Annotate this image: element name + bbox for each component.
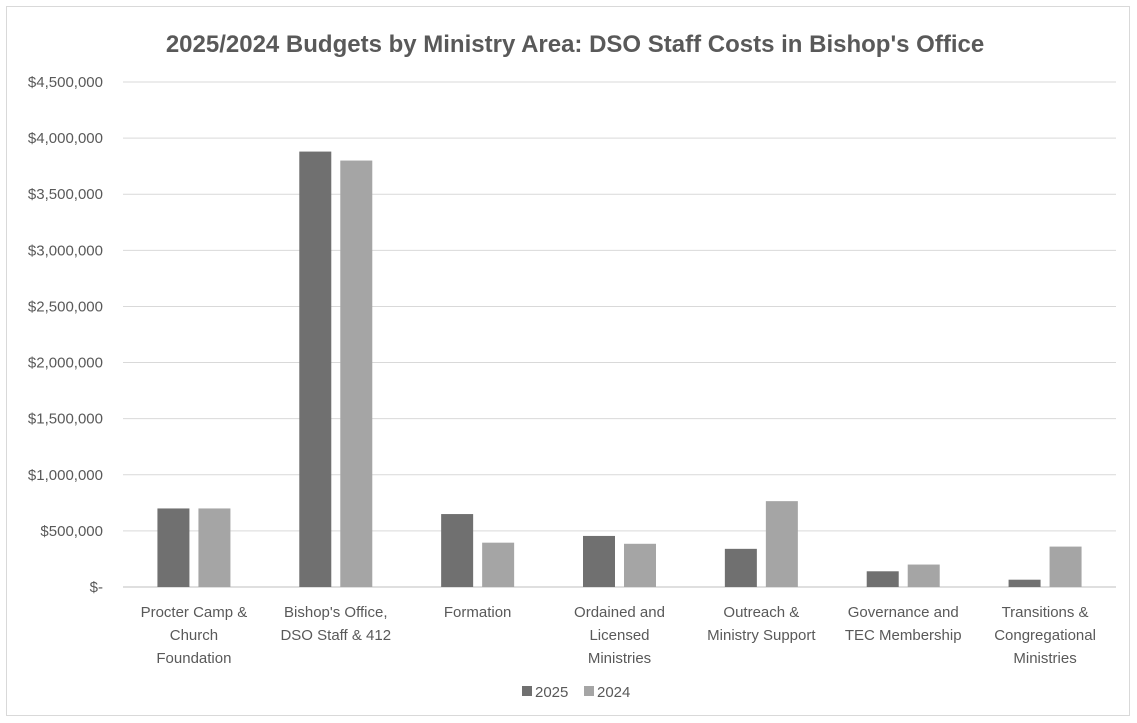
y-tick-label: $500,000	[40, 523, 103, 540]
y-tick-label: $2,500,000	[28, 298, 103, 315]
x-tick-label: Governance and	[848, 604, 959, 621]
bar-2025	[157, 508, 190, 587]
y-tick-label: $3,000,000	[28, 242, 103, 259]
legend-label: 2025	[535, 684, 568, 701]
x-tick-label: Foundation	[156, 650, 231, 667]
x-tick-label: Ministries	[588, 650, 651, 667]
bar-2024	[907, 564, 940, 587]
legend-swatch-2024	[584, 686, 594, 696]
legend-swatch-2025	[522, 686, 532, 696]
bar-2025	[724, 548, 757, 587]
x-tick-label: TEC Membership	[845, 627, 962, 644]
chart-frame	[6, 6, 1130, 716]
bar-2024	[624, 543, 656, 587]
y-tick-label: $3,500,000	[28, 186, 103, 203]
x-tick-label: Outreach &	[723, 604, 799, 621]
bar-2025	[583, 535, 615, 587]
bar-2025	[441, 514, 474, 587]
x-tick-label: Bishop's Office,	[284, 604, 387, 621]
y-tick-label: $1,500,000	[28, 411, 103, 428]
bar-2024	[765, 501, 798, 587]
y-tick-label: $-	[90, 579, 103, 596]
bar-2025	[1008, 579, 1041, 587]
x-tick-label: Ordained and	[574, 604, 665, 621]
chart-title: 2025/2024 Budgets by Ministry Area: DSO …	[166, 31, 984, 58]
x-tick-label: Ministry Support	[707, 627, 816, 644]
x-tick-label: Ministries	[1013, 650, 1076, 667]
y-tick-label: $4,500,000	[28, 74, 103, 91]
bar-2025	[866, 571, 899, 587]
x-tick-label: Procter Camp &	[141, 604, 248, 621]
x-tick-label: Transitions &	[1002, 604, 1089, 621]
x-tick-label: Congregational	[994, 627, 1096, 644]
x-tick-label: DSO Staff & 412	[280, 627, 391, 644]
x-tick-label: Licensed	[589, 627, 649, 644]
x-tick-label: Formation	[444, 604, 512, 621]
y-tick-label: $4,000,000	[28, 130, 103, 147]
y-tick-label: $2,000,000	[28, 355, 103, 372]
bar-2024	[198, 508, 231, 587]
bar-2025	[299, 151, 332, 588]
bar-2024	[1049, 546, 1082, 587]
bar-2024	[482, 542, 515, 587]
bar-2024	[340, 160, 373, 588]
y-tick-label: $1,000,000	[28, 467, 103, 484]
x-tick-label: Church	[170, 627, 218, 644]
legend-label: 2024	[597, 684, 630, 701]
